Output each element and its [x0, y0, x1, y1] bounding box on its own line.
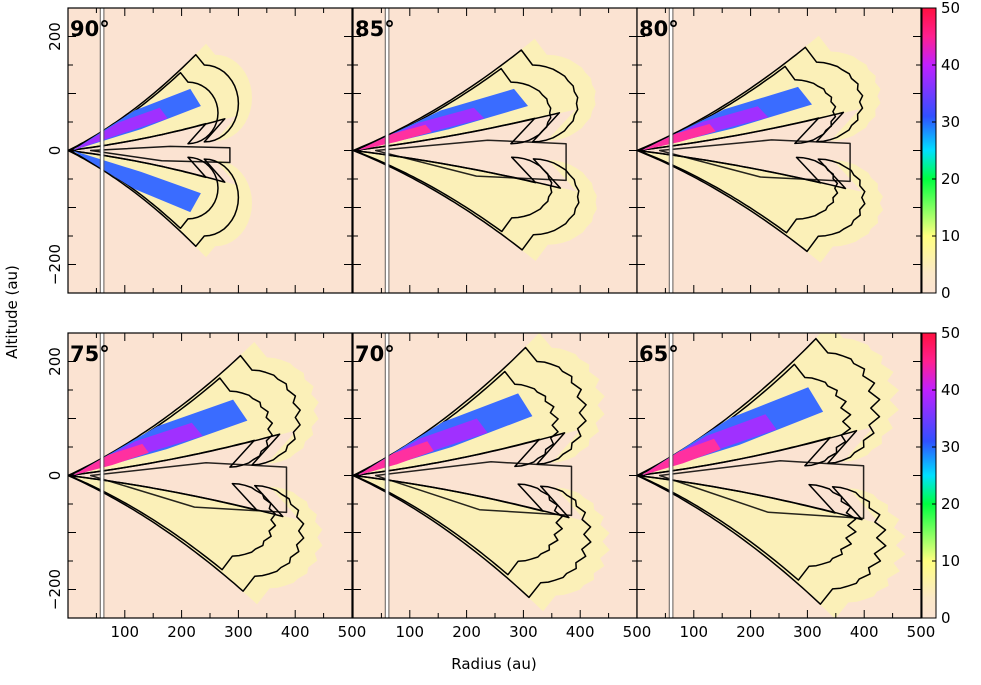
region-pink-upper — [72, 443, 149, 476]
vertical-marker-fill — [100, 8, 104, 293]
panel-label-90: 90° — [70, 17, 110, 41]
x-tick-label: 400 — [850, 623, 879, 641]
y-tick-label: 0 — [46, 471, 64, 481]
y-tick-label: 200 — [46, 347, 64, 376]
panel-65: 65° 100 200 300 400 500 — [636, 332, 936, 641]
vertical-marker-fill — [100, 333, 104, 618]
region-cyan-lower — [637, 149, 839, 234]
midplane-gap — [89, 145, 231, 164]
region-cyan-lower — [353, 149, 553, 233]
x-tick-label: 100 — [679, 623, 708, 641]
emission-map — [68, 342, 323, 605]
colorbar-bottom: 50 40 30 20 10 0 — [921, 324, 960, 627]
y-tick-label: 0 — [46, 146, 64, 156]
midplane-gap — [374, 139, 567, 182]
halo-upper — [637, 35, 881, 151]
panel-70: 70° 100 200 300 400 500 — [352, 332, 652, 641]
region-blue-lower — [72, 150, 201, 213]
x-tick-label: 200 — [452, 623, 481, 641]
region-cyan-lower — [353, 474, 563, 576]
vertical-marker-fill — [385, 8, 389, 293]
colorbar-bar — [921, 332, 937, 619]
panel-label-70: 70° — [355, 342, 395, 366]
colorbar-tick-label: 20 — [941, 170, 960, 188]
emission-map — [637, 333, 906, 618]
colorbar-tick-label: 50 — [941, 324, 960, 342]
x-tick-label: 400 — [281, 623, 310, 641]
vertical-marker-fill — [669, 8, 673, 293]
region-pink-upper — [357, 441, 434, 476]
region-cyan-lower — [68, 474, 277, 571]
colorbar-tick-label: 10 — [941, 552, 960, 570]
panel-75: 75° 200 0 −200 100 200 300 400 500 — [46, 332, 367, 641]
region-cyan-upper — [353, 67, 552, 152]
colorbar-tick-label: 30 — [941, 438, 960, 456]
x-axis-label: Radius (au) — [451, 655, 536, 673]
colorbar-tick-label: 0 — [941, 609, 951, 627]
panel-label-80: 80° — [639, 17, 679, 41]
x-tick-label: 300 — [224, 623, 253, 641]
panel-label-85: 85° — [355, 17, 395, 41]
y-tick-label: −200 — [46, 569, 64, 610]
panel-label-75: 75° — [70, 342, 110, 366]
midplane-gap — [658, 460, 865, 520]
x-tick-label: 100 — [395, 623, 424, 641]
halo-lower — [353, 475, 610, 612]
x-tick-label: 200 — [167, 623, 196, 641]
panel-90: 90° 200 0 −200 — [46, 7, 353, 294]
panel-background — [353, 8, 637, 293]
colorbar-bar — [921, 7, 937, 294]
midplane-gap — [89, 462, 288, 514]
colorbar-tick-label: 0 — [941, 284, 951, 302]
colorbar-tick-label: 40 — [941, 56, 960, 74]
x-tick-label: 500 — [338, 623, 367, 641]
colorbar-tick-label: 40 — [941, 381, 960, 399]
panel-label-65: 65° — [639, 342, 679, 366]
x-tick-label: 300 — [793, 623, 822, 641]
emission-map — [353, 38, 597, 261]
x-tick-label: 100 — [110, 623, 139, 641]
panels-group: 90° 200 0 −200 85° 80° 75° 200 0 −200 100 200 300 400… — [46, 7, 936, 641]
colorbar-tick-label: 20 — [941, 495, 960, 513]
emission-map — [68, 43, 252, 258]
panel-80: 80° — [636, 7, 922, 294]
y-tick-label: −200 — [46, 244, 64, 285]
region-cyan-lower — [637, 474, 857, 581]
region-pink-upper — [357, 124, 432, 151]
colorbar-tick-label: 50 — [941, 0, 960, 17]
region-purple-upper — [72, 107, 168, 151]
emission-map — [353, 333, 610, 612]
x-tick-label: 400 — [566, 623, 595, 641]
region-pink-upper — [641, 124, 716, 151]
x-tick-label: 500 — [623, 623, 652, 641]
colorbar-tick-label: 30 — [941, 113, 960, 131]
midplane-gap — [374, 461, 573, 517]
vertical-marker-fill — [385, 333, 389, 618]
y-axis-label: Altitude (au) — [3, 265, 21, 359]
colorbar-tick-label: 10 — [941, 227, 960, 245]
panel-background — [637, 8, 921, 293]
x-tick-label: 300 — [509, 623, 538, 641]
midplane-gap — [658, 139, 851, 183]
region-pink-upper — [641, 438, 721, 476]
vertical-marker-fill — [669, 333, 673, 618]
colorbar-top: 50 40 30 20 10 0 — [921, 0, 960, 302]
emission-map — [637, 35, 884, 263]
panel-85: 85° — [352, 7, 638, 294]
y-tick-label: 200 — [46, 22, 64, 51]
halo-lower — [68, 475, 323, 605]
x-tick-label: 500 — [907, 623, 936, 641]
x-tick-label: 200 — [736, 623, 765, 641]
panel-background — [68, 333, 352, 618]
